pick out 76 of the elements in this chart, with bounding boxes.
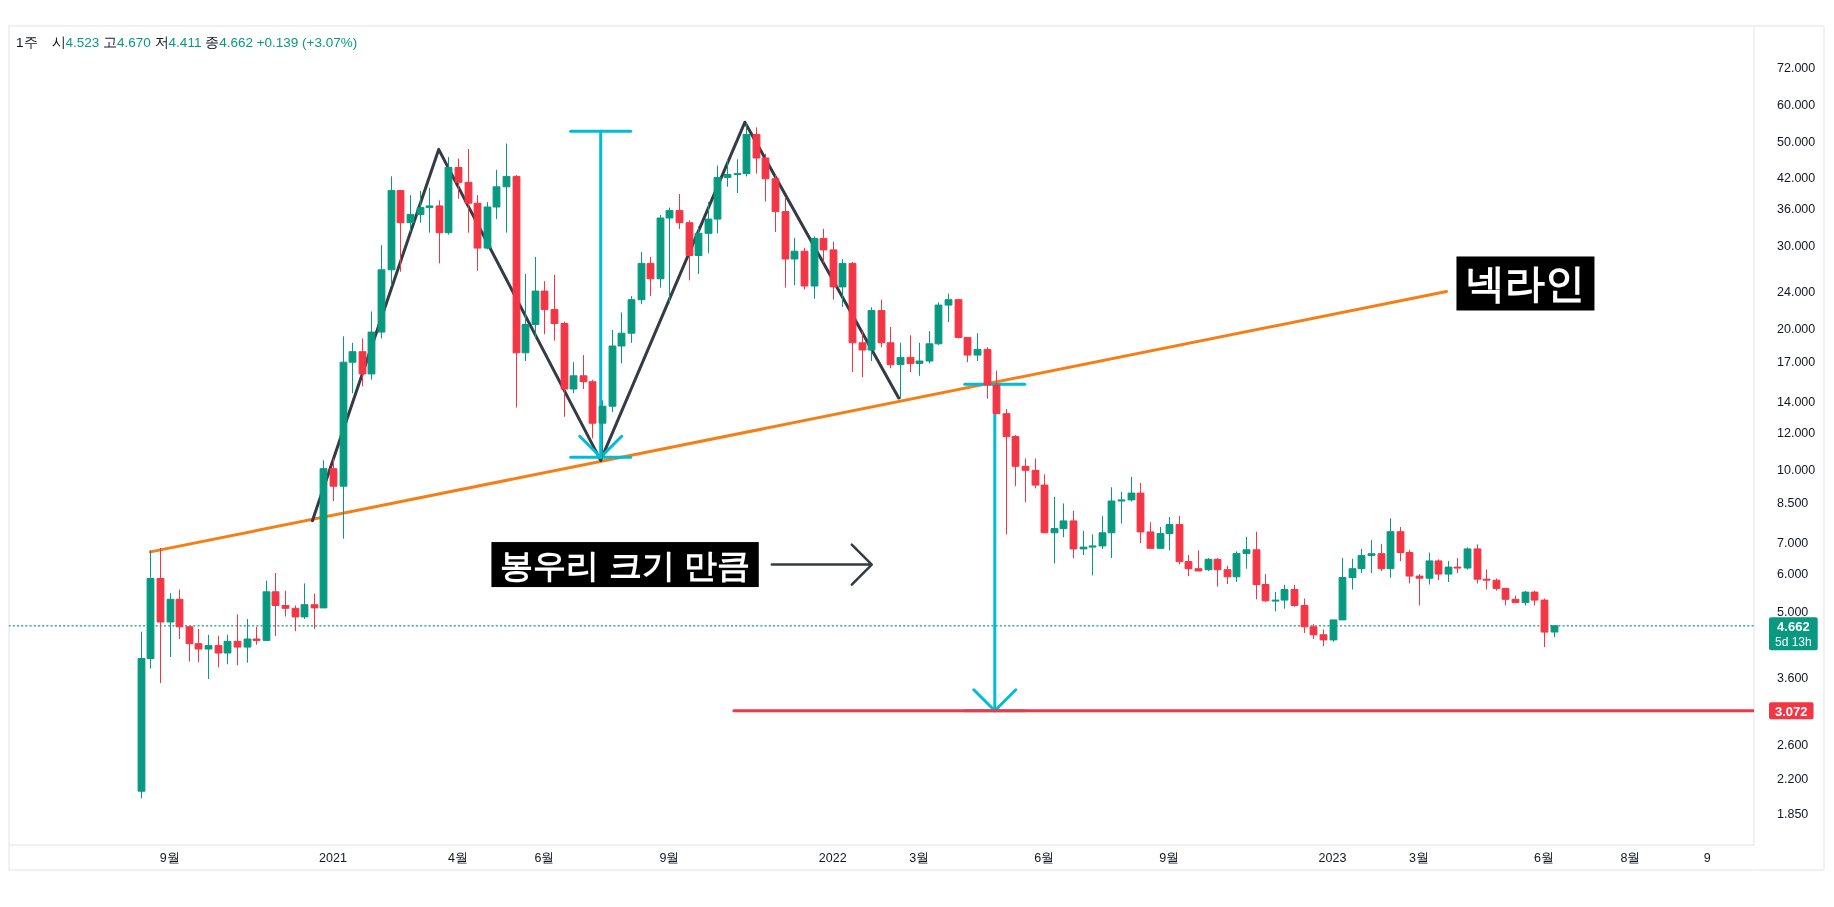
candlestick [396, 189, 405, 273]
candlestick [233, 613, 242, 666]
candlestick [1463, 546, 1472, 571]
candlestick [358, 337, 367, 387]
y-tick-label: 42.000 [1777, 170, 1816, 185]
candlestick [1453, 557, 1462, 574]
y-tick-label: 10.000 [1777, 463, 1816, 478]
candlestick [319, 459, 328, 609]
data-label: 3.072 [1775, 703, 1808, 719]
candlestick [646, 256, 655, 297]
candlestick [300, 582, 309, 620]
y-tick-label: 36.000 [1777, 202, 1816, 217]
text: 5d 13h [1775, 634, 1812, 649]
candlestick [329, 457, 338, 502]
candlestick [1434, 558, 1443, 581]
candlestick [867, 306, 876, 362]
y-tick-label: 20.000 [1777, 322, 1816, 337]
candlestick [1069, 510, 1078, 559]
y-tick-label: 60.000 [1777, 98, 1816, 113]
y-tick-label: 30.000 [1777, 239, 1816, 254]
candlestick [444, 156, 453, 236]
candlestick [1377, 543, 1386, 572]
y-tick-label: 6.000 [1777, 567, 1809, 582]
candlestick [204, 634, 213, 680]
x-tick-label: 3월 [909, 850, 930, 865]
y-tick-label: 17.000 [1777, 355, 1816, 370]
candlestick [838, 258, 847, 308]
candlestick [214, 635, 223, 668]
candlestick [512, 174, 521, 409]
candlestick [800, 247, 809, 290]
y-tick-label: 14.000 [1777, 394, 1816, 409]
candlestick [973, 332, 982, 362]
candlestick [252, 626, 261, 646]
candlestick [810, 236, 819, 300]
candlestick [906, 334, 915, 373]
candlestick [310, 593, 319, 630]
y-tick-label: 8.500 [1777, 496, 1809, 511]
candlestick [569, 361, 578, 394]
x-tick-label: 2022 [818, 850, 847, 865]
candlestick [1425, 552, 1434, 585]
y-tick-label: 2.200 [1777, 771, 1809, 786]
x-tick-label: 9월 [159, 850, 180, 865]
y-tick-label: 7.000 [1777, 535, 1809, 550]
y-tick-label: 24.000 [1777, 284, 1816, 299]
x-tick-label: 9 [1703, 850, 1711, 865]
candlestick [1444, 560, 1453, 583]
candlestick [1521, 590, 1530, 606]
annotation: 봉우리 크기 만큼 [500, 546, 750, 584]
x-tick-label: 4월 [447, 850, 468, 865]
x-tick-label: 9월 [1159, 850, 1180, 865]
candlestick [790, 237, 799, 286]
x-tick-label: 2023 [1318, 850, 1347, 865]
x-tick-label: 6월 [534, 850, 555, 865]
candlestick [1386, 517, 1395, 579]
candlestick [156, 547, 165, 684]
candlestick [896, 342, 905, 400]
y-tick-label: 3.600 [1777, 671, 1809, 686]
candlestick [223, 634, 232, 665]
y-tick-label: 12.000 [1777, 426, 1816, 441]
ref-line-label: 4.662 [1777, 618, 1810, 634]
annotation: 넥라인 [1465, 261, 1586, 306]
x-tick-label: 2021 [319, 850, 347, 865]
x-tick-label: 6월 [1034, 850, 1055, 865]
x-tick-label: 3월 [1409, 850, 1429, 865]
x-tick-label: 6월 [1533, 850, 1554, 865]
x-tick-label: 8월 [1620, 850, 1641, 865]
x-tick-label: 9월 [659, 850, 680, 865]
candlestick [435, 199, 444, 264]
y-tick-label: 50.000 [1777, 135, 1816, 150]
y-tick-label: 1.850 [1777, 807, 1809, 822]
candlestick [1204, 557, 1213, 572]
y-tick-label: 72.000 [1777, 61, 1816, 76]
y-tick-label: 2.600 [1777, 737, 1809, 752]
text: 시4.523 고4.670 저4.411 종4.662 +0.139 (+3.07%) [51, 34, 358, 50]
y-tick-label: 5.000 [1777, 604, 1809, 619]
text: 1주 [16, 34, 38, 50]
